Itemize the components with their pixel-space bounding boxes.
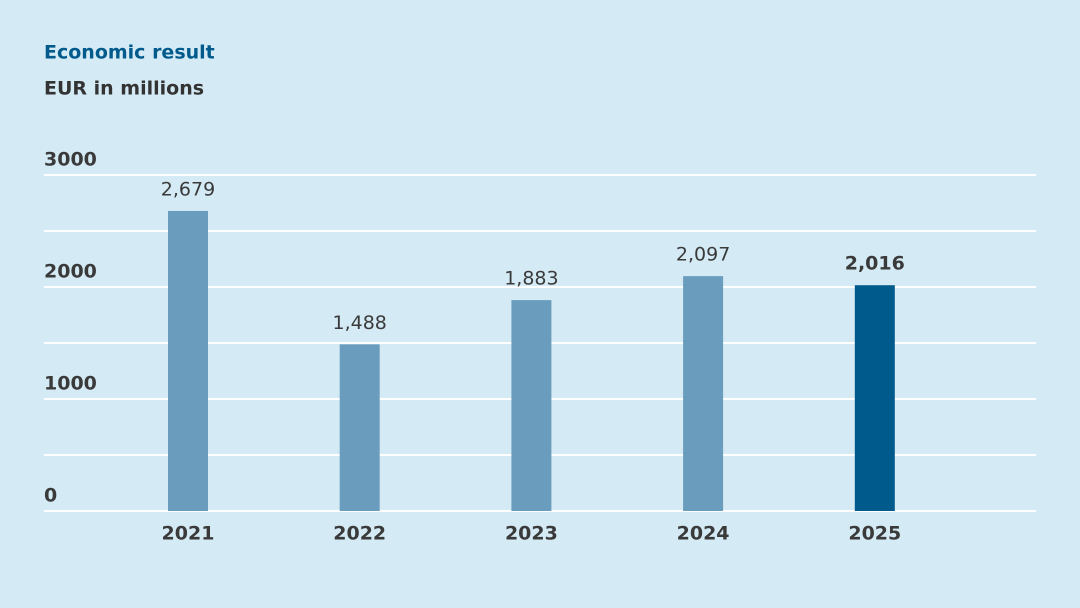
value-label: 2,679 [161,178,215,200]
value-label: 2,097 [676,244,730,266]
chart-subtitle: EUR in millions [44,78,204,100]
x-tick-label: 2021 [162,523,215,545]
bar [339,344,380,511]
bar [168,210,208,511]
x-tick-label: 2022 [333,523,386,545]
value-label: 2,016 [845,253,905,275]
bar [854,285,895,511]
y-tick-label: 0 [44,485,57,507]
bar [511,300,552,511]
x-tick-label: 2023 [505,523,558,545]
x-tick-label: 2024 [677,523,730,545]
bar [683,276,724,511]
value-label: 1,883 [504,268,558,290]
y-tick-label: 2000 [44,261,97,283]
y-tick-label: 3000 [44,149,97,171]
y-tick-label: 1000 [44,373,97,395]
chart-title: Economic result [44,42,215,64]
value-label: 1,488 [332,312,386,334]
x-tick-label: 2025 [848,523,901,545]
